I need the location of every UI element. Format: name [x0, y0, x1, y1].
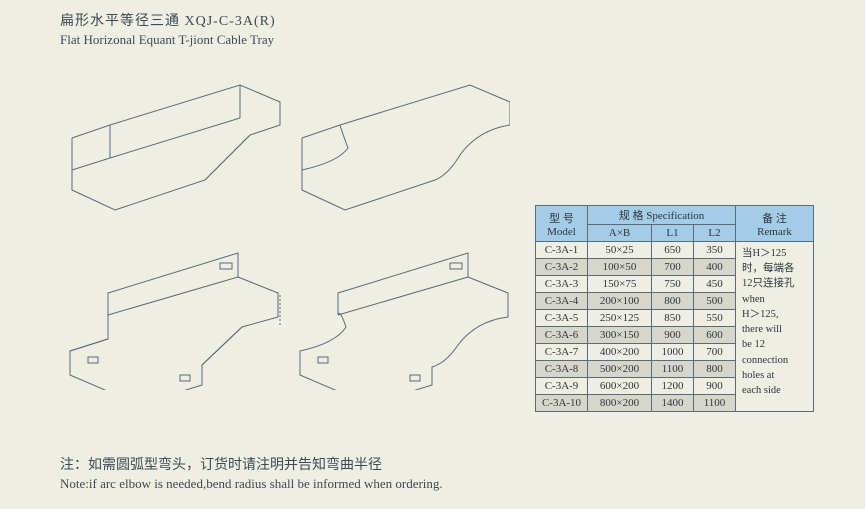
cell-l2: 900: [694, 378, 736, 395]
cell-l2: 350: [694, 242, 736, 259]
th-remark: 备 注 Remark: [736, 206, 814, 242]
cell-model: C-3A-10: [536, 395, 588, 412]
cell-ab: 200×100: [588, 293, 652, 310]
cell-ab: 100×50: [588, 259, 652, 276]
th-ab: A×B: [588, 225, 652, 242]
cell-model: C-3A-3: [536, 276, 588, 293]
remark-cell: 当H＞125时，每端各12只连接孔whenH＞125,there willbe …: [736, 242, 814, 412]
cell-l2: 450: [694, 276, 736, 293]
cell-l2: 550: [694, 310, 736, 327]
cell-l1: 1200: [652, 378, 694, 395]
cell-l1: 1400: [652, 395, 694, 412]
cell-ab: 150×75: [588, 276, 652, 293]
th-spec-en: Specification: [646, 210, 704, 222]
note-chinese: 注：如需圆弧型弯头，订货时请注明并告知弯曲半径: [60, 454, 443, 474]
cell-ab: 250×125: [588, 310, 652, 327]
cell-model: C-3A-8: [536, 361, 588, 378]
cell-ab: 600×200: [588, 378, 652, 395]
cell-l1: 1100: [652, 361, 694, 378]
th-model: 型 号 Model: [536, 206, 588, 242]
note-english: Note:if arc elbow is needed,bend radius …: [60, 476, 443, 492]
th-l1: L1: [652, 225, 694, 242]
cell-l1: 700: [652, 259, 694, 276]
th-remark-en: Remark: [757, 226, 792, 238]
cell-l2: 1100: [694, 395, 736, 412]
specification-table: 型 号 Model 规 格 Specification 备 注 Remark A…: [535, 205, 840, 412]
cell-model: C-3A-7: [536, 344, 588, 361]
cell-model: C-3A-4: [536, 293, 588, 310]
th-spec: 规 格 Specification: [588, 206, 736, 225]
cell-l1: 650: [652, 242, 694, 259]
cell-l1: 850: [652, 310, 694, 327]
cell-l2: 400: [694, 259, 736, 276]
cell-model: C-3A-5: [536, 310, 588, 327]
cell-l1: 800: [652, 293, 694, 310]
title-block: 扁形水平等径三通 XQJ-C-3A(R) Flat Horizonal Equa…: [60, 10, 276, 48]
cell-model: C-3A-2: [536, 259, 588, 276]
cell-l2: 500: [694, 293, 736, 310]
cell-ab: 50×25: [588, 242, 652, 259]
cell-ab: 400×200: [588, 344, 652, 361]
th-remark-cn: 备 注: [762, 213, 787, 225]
cell-l2: 600: [694, 327, 736, 344]
technical-diagrams: [60, 60, 510, 390]
cell-ab: 500×200: [588, 361, 652, 378]
cell-model: C-3A-1: [536, 242, 588, 259]
cell-l1: 750: [652, 276, 694, 293]
cell-l2: 700: [694, 344, 736, 361]
spec-table: 型 号 Model 规 格 Specification 备 注 Remark A…: [535, 205, 814, 412]
th-l2: L2: [694, 225, 736, 242]
th-model-cn: 型 号: [549, 213, 574, 225]
note-block: 注：如需圆弧型弯头，订货时请注明并告知弯曲半径 Note:if arc elbo…: [60, 454, 443, 492]
cell-model: C-3A-9: [536, 378, 588, 395]
th-spec-cn: 规 格: [619, 210, 644, 222]
th-model-en: Model: [547, 226, 576, 238]
cell-model: C-3A-6: [536, 327, 588, 344]
cell-l1: 1000: [652, 344, 694, 361]
title-chinese: 扁形水平等径三通 XQJ-C-3A(R): [60, 10, 276, 30]
cell-l1: 900: [652, 327, 694, 344]
cell-ab: 800×200: [588, 395, 652, 412]
cell-ab: 300×150: [588, 327, 652, 344]
table-row: C-3A-150×25650350当H＞125时，每端各12只连接孔whenH＞…: [536, 242, 814, 259]
title-english: Flat Horizonal Equant T-jiont Cable Tray: [60, 32, 276, 48]
cell-l2: 800: [694, 361, 736, 378]
